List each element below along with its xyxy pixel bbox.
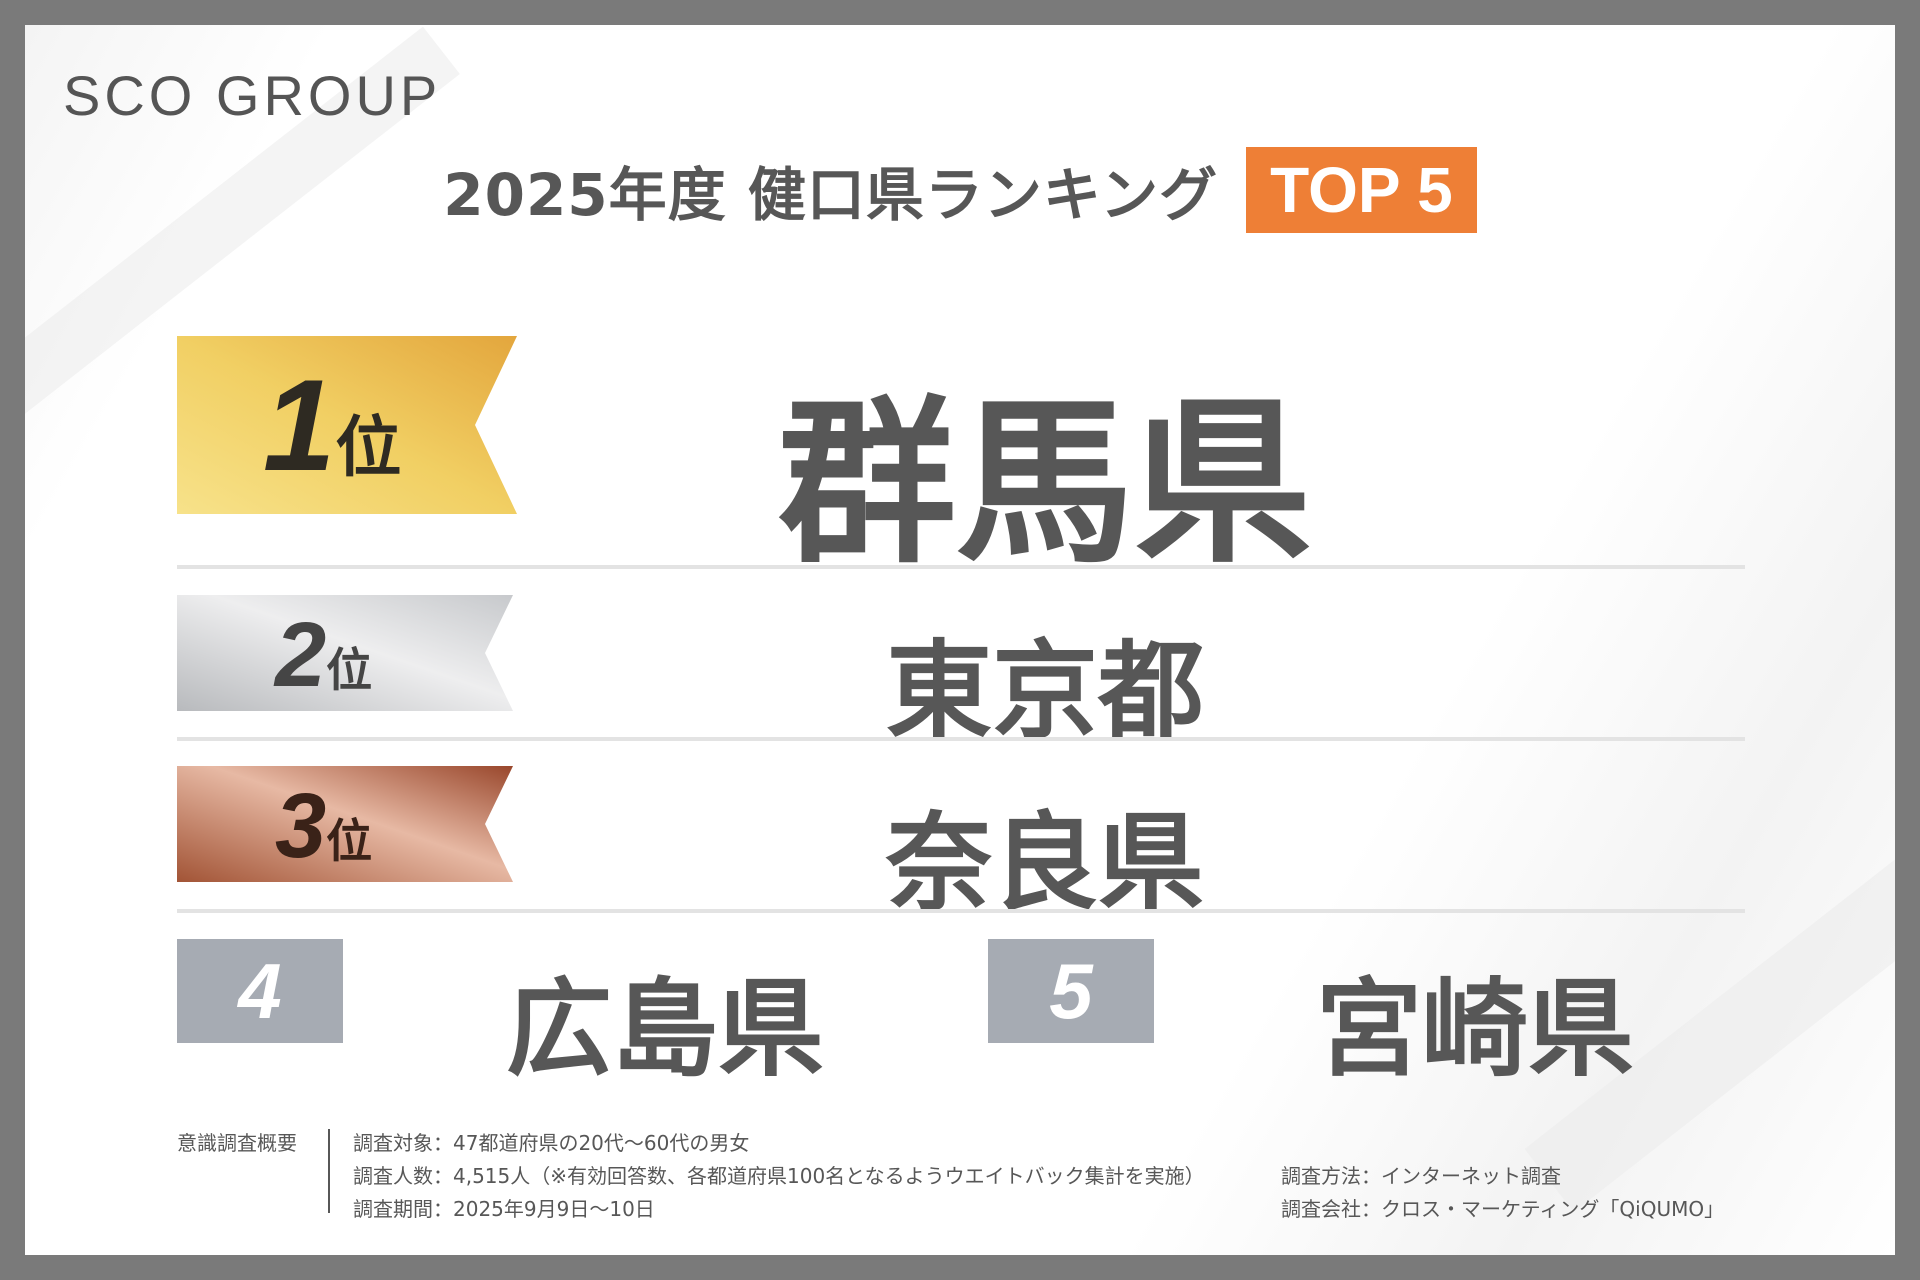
company-logo: SCO GROUP [63, 64, 442, 127]
divider [177, 737, 1745, 741]
title-row: 2025年度 健口県ランキング TOP 5 [25, 147, 1895, 233]
ranking-card: SCO GROUP 2025年度 健口県ランキング TOP 5 1位 群馬県 [25, 25, 1895, 1255]
survey-target: 調査対象：47都道府県の20代〜60代の男女 [353, 1131, 750, 1155]
rank-5-box: 5 [988, 939, 1154, 1043]
rank-2-number: 2 [275, 604, 327, 706]
divider [177, 565, 1745, 569]
rank-1-ribbon: 1位 [177, 336, 517, 514]
survey-period: 調査期間：2025年9月9日〜10日 [353, 1197, 655, 1221]
rank-1-suffix: 位 [335, 409, 402, 486]
footer-separator [328, 1129, 330, 1213]
divider [177, 909, 1745, 913]
rank-3-number: 3 [275, 775, 327, 877]
survey-summary-label: 意識調査概要 [177, 1131, 297, 1155]
rank-2-prefecture: 東京都 [886, 630, 1204, 753]
top5-badge: TOP 5 [1246, 147, 1477, 233]
survey-count: 調査人数：4,515人（※有効回答数、各都道府県100名となるようウエイトバック… [353, 1164, 1205, 1188]
rank-4-prefecture: 広島県 [506, 968, 824, 1091]
rank-4-box: 4 [177, 939, 343, 1043]
rank-3-prefecture: 奈良県 [886, 802, 1204, 925]
rank-5-number: 5 [1049, 947, 1093, 1035]
rank-3-suffix: 位 [326, 814, 373, 868]
rank-1-prefecture: 群馬県 [778, 380, 1312, 587]
rank-2-suffix: 位 [326, 643, 373, 697]
rank-1-number: 1 [263, 352, 336, 498]
rank-3-ribbon: 3位 [177, 766, 513, 882]
rank-5-prefecture: 宮崎県 [1316, 968, 1634, 1091]
survey-method: 調査方法：インターネット調査 [1281, 1164, 1561, 1188]
page-title: 2025年度 健口県ランキング [443, 161, 1219, 229]
rank-2-ribbon: 2位 [177, 595, 513, 711]
rank-4-number: 4 [238, 947, 282, 1035]
survey-company: 調査会社：クロス・マーケティング「QiQUMO」 [1281, 1197, 1725, 1221]
